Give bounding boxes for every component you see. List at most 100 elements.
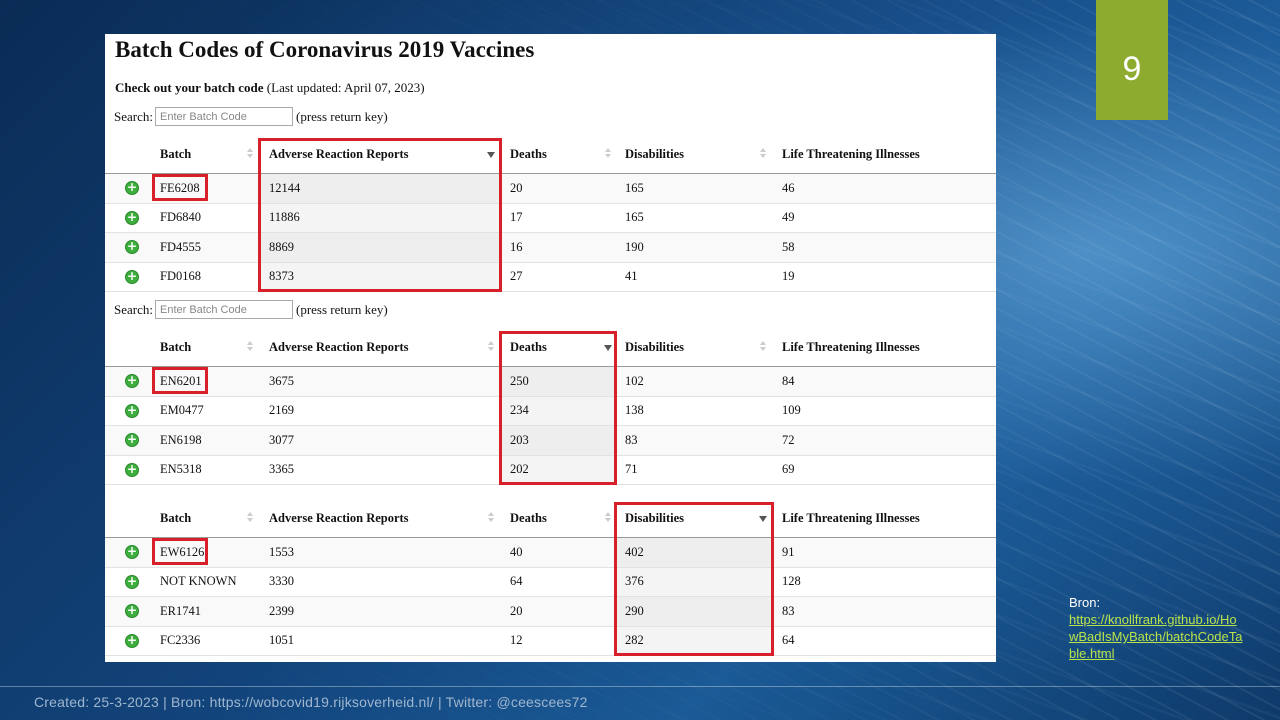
sorted-column-shade [261, 233, 501, 262]
value-cell: 2399 [269, 603, 294, 618]
batch-code-cell: EN6201 [160, 373, 202, 388]
column-header-deaths[interactable]: Deaths [510, 510, 547, 525]
table-row: + ER1741 2399 20 290 83 [105, 597, 996, 627]
value-cell: 64 [782, 633, 795, 648]
expand-row-icon[interactable]: + [125, 239, 139, 254]
sort-icon[interactable] [605, 512, 611, 523]
value-cell: 69 [782, 462, 795, 477]
search-hint: (press return key) [295, 108, 388, 124]
table-row: + NOT KNOWN 3330 64 376 128 [105, 567, 996, 597]
value-cell: 109 [782, 403, 801, 418]
table-row: + FD4555 8869 16 190 58 [105, 233, 996, 263]
expand-row-icon[interactable]: + [125, 402, 139, 418]
value-cell: 202 [510, 462, 529, 477]
value-cell: 40 [510, 544, 523, 559]
expand-row-icon[interactable]: + [125, 180, 139, 195]
sorted-column-shade [617, 626, 773, 655]
batch-code-cell: FD0168 [160, 269, 201, 284]
value-cell: 234 [510, 403, 529, 418]
sort-desc-icon[interactable] [487, 148, 495, 159]
sort-icon[interactable] [247, 148, 253, 159]
footer-divider [0, 686, 1280, 687]
sort-icon[interactable] [760, 341, 766, 352]
value-cell: 190 [625, 239, 644, 254]
value-cell: 3077 [269, 432, 294, 447]
value-cell: 91 [782, 544, 795, 559]
expand-row-icon[interactable]: + [125, 373, 139, 388]
value-cell: 72 [782, 432, 795, 447]
value-cell: 12 [510, 633, 523, 648]
expand-row-icon[interactable]: + [125, 573, 139, 589]
batch-table: Batch Adverse Reaction Reports Deaths Disab… [105, 135, 996, 292]
sorted-column-shade [261, 174, 501, 203]
value-cell: 41 [625, 269, 638, 284]
value-cell: 17 [510, 210, 523, 225]
sort-icon[interactable] [247, 341, 253, 352]
value-cell: 46 [782, 180, 795, 195]
sort-desc-icon[interactable] [759, 512, 767, 523]
batch-code-cell: FC2336 [160, 633, 201, 648]
value-cell: 71 [625, 462, 638, 477]
sort-icon[interactable] [488, 341, 494, 352]
column-header-life-threatening-illnesses[interactable]: Life Threatening Illnesses [782, 339, 920, 354]
value-cell: 64 [510, 574, 523, 589]
expand-row-icon[interactable]: + [125, 603, 139, 618]
expand-row-icon[interactable]: + [125, 544, 139, 559]
search-bar: Search: (press return key) [114, 107, 388, 126]
sorted-column-shade [261, 203, 501, 232]
column-header-deaths[interactable]: Deaths [510, 339, 547, 354]
table-header: Batch Adverse Reaction Reports Deaths Disab… [105, 135, 996, 174]
value-cell: 3330 [269, 574, 294, 589]
column-header-batch[interactable]: Batch [160, 510, 192, 525]
batch-code-cell: EW6126 [160, 544, 205, 559]
batch-code-cell: ER1741 [160, 603, 201, 618]
batch-table: Batch Adverse Reaction Reports Deaths Disab… [105, 499, 996, 656]
table-row: + EN5318 3365 202 71 69 [105, 455, 996, 485]
value-cell: 20 [510, 603, 523, 618]
column-header-adverse-reaction-reports[interactable]: Adverse Reaction Reports [269, 339, 409, 354]
column-header-disabilities[interactable]: Disabilities [625, 510, 685, 525]
sort-icon[interactable] [247, 512, 253, 523]
value-cell: 16 [510, 239, 523, 254]
table-row: + EN6201 3675 250 102 84 [105, 367, 996, 397]
sort-icon[interactable] [760, 148, 766, 159]
column-header-batch[interactable]: Batch [160, 339, 192, 354]
value-cell: 128 [782, 574, 801, 589]
search-input[interactable] [154, 107, 293, 126]
column-header-batch[interactable]: Batch [160, 146, 192, 161]
expand-row-icon[interactable]: + [125, 209, 139, 225]
value-cell: 290 [625, 603, 644, 618]
value-cell: 8869 [269, 239, 294, 254]
value-cell: 250 [510, 373, 529, 388]
value-cell: 27 [510, 269, 523, 284]
column-header-life-threatening-illnesses[interactable]: Life Threatening Illnesses [782, 146, 920, 161]
value-cell: 138 [625, 403, 644, 418]
value-cell: 11886 [269, 210, 300, 225]
source-link[interactable]: https://knollfrank.github.io/HowBadIsMyB… [1069, 612, 1243, 661]
table-row: + FC2336 1051 12 282 64 [105, 626, 996, 656]
column-header-adverse-reaction-reports[interactable]: Adverse Reaction Reports [269, 510, 409, 525]
sorted-column-shade [502, 367, 616, 396]
column-header-deaths[interactable]: Deaths [510, 146, 547, 161]
batch-code-cell: FE6208 [160, 180, 200, 195]
expand-row-icon[interactable]: + [125, 461, 139, 477]
column-header-disabilities[interactable]: Disabilities [625, 146, 685, 161]
sort-icon[interactable] [488, 512, 494, 523]
table-header: Batch Adverse Reaction Reports Deaths Disab… [105, 499, 996, 538]
sort-icon[interactable] [605, 148, 611, 159]
expand-row-icon[interactable]: + [125, 432, 139, 447]
value-cell: 8373 [269, 269, 294, 284]
value-cell: 1051 [269, 633, 294, 648]
expand-row-icon[interactable]: + [125, 268, 139, 284]
search-bar: Search: (press return key) [114, 300, 388, 319]
search-input[interactable] [154, 300, 293, 319]
column-header-disabilities[interactable]: Disabilities [625, 339, 685, 354]
column-header-life-threatening-illnesses[interactable]: Life Threatening Illnesses [782, 510, 920, 525]
sort-desc-icon[interactable] [604, 341, 612, 352]
value-cell: 3675 [269, 373, 294, 388]
sorted-column-shade [502, 426, 616, 455]
column-header-adverse-reaction-reports[interactable]: Adverse Reaction Reports [269, 146, 409, 161]
batch-code-cell: NOT KNOWN [160, 574, 237, 589]
expand-row-icon[interactable]: + [125, 632, 139, 648]
page-title: Batch Codes of Coronavirus 2019 Vaccines [115, 37, 535, 62]
